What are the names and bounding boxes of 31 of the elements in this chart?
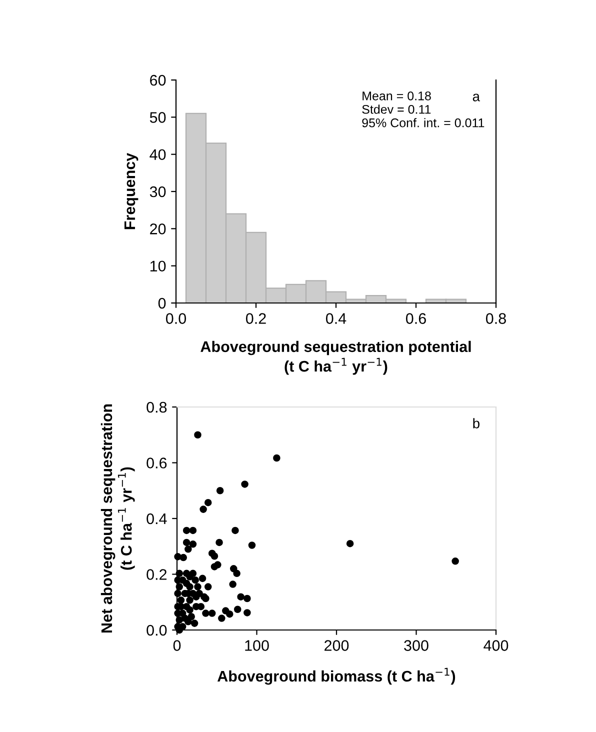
x-tick-label: 0.4 [326,313,346,324]
x-tick-label: 300 [404,640,428,651]
y-tick-label: 30 [150,186,166,198]
y-tick-label: 0.8 [146,402,167,413]
y-axis-title: Frequency [124,152,138,230]
y-tick-label: 20 [150,224,166,234]
annotation: Mean = 0.18 [362,91,431,100]
y-tick-label: 0 [158,298,166,309]
x-axis-title: Aboveground biomass (t C ha$^{−1}$) [217,668,456,685]
annotation: b [473,418,480,428]
x-tick-label: 100 [245,640,269,651]
x-tick-label: 0.6 [406,313,426,324]
annotation: a [472,94,480,102]
x-tick-label: 0.2 [246,313,266,324]
y-tick-label: 0.2 [146,569,167,580]
y-axis-title: Net aboveground sequestration (t C ha$^{−1}$ yr$^{−1}$) [100,404,135,632]
y-tick-label: 0.4 [146,513,167,524]
y-tick-label: 60 [150,74,166,86]
x-tick-label: 400 [484,640,508,651]
y-tick-label: 10 [150,260,166,272]
annotation: 95% Conf. int. = 0.011 [362,118,484,128]
y-tick-label: 40 [150,149,166,160]
annotation: Stdev = 0.11 [362,104,431,114]
x-tick-label: 200 [324,640,349,651]
y-tick-label: 50 [150,112,166,123]
y-tick-label: 0.6 [146,458,167,468]
x-tick-label: 0 [173,640,181,651]
y-tick-label: 0.0 [146,624,167,636]
x-axis-title: Aboveground sequestration potential (t C ha$^{−1}$ yr$^{−1}$) [200,340,471,375]
x-tick-label: 0.8 [486,313,506,324]
x-tick-label: 0.0 [166,313,186,324]
